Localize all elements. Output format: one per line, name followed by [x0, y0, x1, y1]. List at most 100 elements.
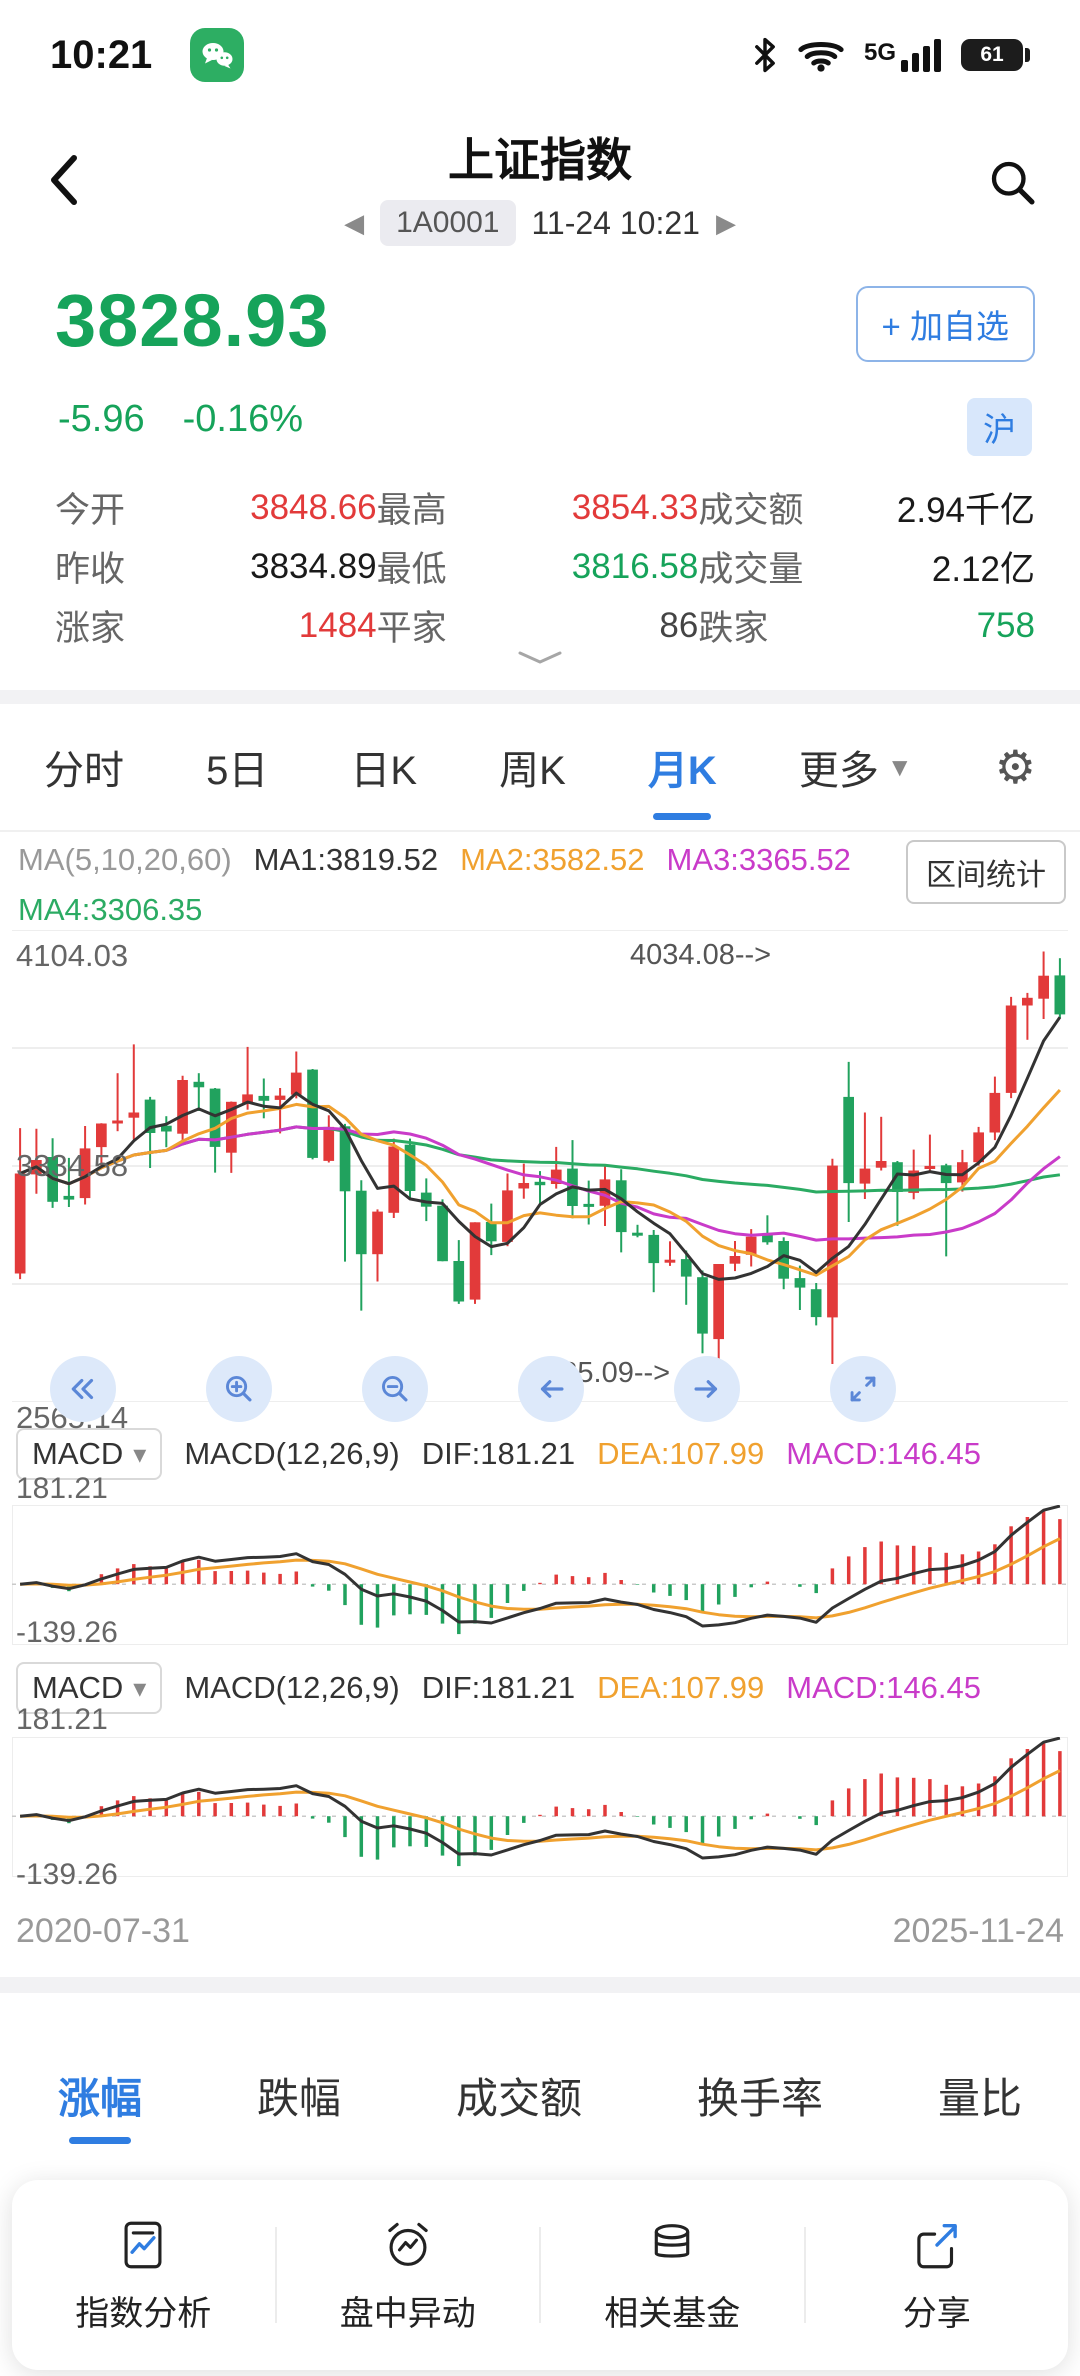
stat-value-prev-close: 3834.89 — [250, 546, 377, 586]
stat-label: 平家 — [376, 609, 447, 648]
period-tab-bar: 分时 5日 日K 周K 月K 更多 ▼ ⚙ — [0, 704, 1080, 832]
ma3-value: MA3:3365.52 — [666, 842, 851, 877]
signal-bars-icon — [901, 38, 941, 72]
macd-dea-value: DEA:107.99 — [597, 1436, 765, 1471]
search-button[interactable] — [986, 156, 1038, 213]
x-axis-range: 2020-07-31 2025-11-24 — [16, 1912, 1064, 1951]
macd-dea-value-2: DEA:107.99 — [597, 1670, 765, 1705]
pan-left-button[interactable] — [518, 1356, 584, 1422]
quote-datetime: 11-24 10:21 — [531, 204, 700, 241]
price-change-row: -5.96 -0.16% — [58, 398, 303, 441]
macd-header: MACD ▾ MACD(12,26,9) DIF:181.21 DEA:107.… — [0, 1426, 1080, 1482]
rank-tab-gainers[interactable]: 涨幅 — [58, 2040, 142, 2150]
stats-row: 昨收 3834.89 最低 3816.58 成交量 2.12亿 — [0, 537, 1080, 596]
battery-nub — [1025, 48, 1030, 62]
stat-value-unchanged: 86 — [659, 605, 699, 645]
ma-info-row2: MA4:3306.35 — [18, 892, 202, 928]
macd-formula-2: MACD(12,26,9) — [184, 1670, 400, 1705]
page-title: 上证指数 — [448, 134, 632, 186]
stat-label: 成交量 — [698, 550, 804, 589]
prev-stock-arrow[interactable]: ◀ — [344, 207, 365, 238]
chevron-down-icon: ▼ — [886, 751, 913, 782]
macd-formula: MACD(12,26,9) — [184, 1436, 400, 1471]
rank-tab-turnover[interactable]: 成交额 — [455, 2074, 582, 2122]
stock-code-badge: 1A0001 — [380, 200, 516, 246]
stat-label: 最低 — [376, 550, 447, 589]
fullscreen-button[interactable] — [830, 1356, 896, 1422]
share-button[interactable]: 分享 — [806, 2216, 1069, 2335]
tab-more[interactable]: 更多 ▼ — [798, 749, 913, 793]
ma4-value: MA4:3306.35 — [18, 892, 203, 927]
header-subrow: ◀ 1A0001 11-24 10:21 ▶ — [0, 200, 1080, 246]
divider — [539, 2227, 541, 2323]
divider — [274, 2227, 277, 2323]
candlestick-chart[interactable]: 4034.08-->2635.09--> — [12, 930, 1068, 1402]
section-divider — [0, 1977, 1080, 1993]
macd-bar-value: MACD:146.45 — [786, 1436, 981, 1471]
range-statistics-button[interactable]: 区间统计 — [906, 840, 1066, 904]
wifi-icon — [798, 41, 844, 72]
header: 上证指数 ◀ 1A0001 11-24 10:21 ▶ — [0, 110, 1080, 260]
arrow-right-icon — [694, 1380, 718, 1398]
tab-monthly-k[interactable]: 月K — [648, 704, 717, 830]
tab-daily-k[interactable]: 日K — [350, 749, 418, 793]
price-change-percent: -0.16% — [182, 398, 304, 440]
tab-weekly-k[interactable]: 周K — [499, 749, 566, 793]
zoom-out-icon — [382, 1376, 408, 1402]
stat-label: 成交额 — [698, 491, 804, 530]
zoom-in-button[interactable] — [206, 1356, 272, 1422]
stat-label: 最高 — [376, 491, 447, 530]
arrow-left-icon — [540, 1380, 564, 1398]
rank-tab-volume-ratio[interactable]: 量比 — [937, 2074, 1022, 2122]
header-center: 上证指数 ◀ 1A0001 11-24 10:21 ▶ — [0, 124, 1080, 246]
macd-chart — [12, 1505, 1068, 1645]
add-watchlist-button[interactable]: + 加自选 — [855, 286, 1035, 362]
rank-tab-losers[interactable]: 跌幅 — [256, 2074, 341, 2122]
clock: 10:21 — [50, 32, 153, 77]
stat-label: 涨家 — [55, 609, 126, 648]
macd-y-min-label: -139.26 — [16, 1616, 118, 1649]
indicator-selector[interactable]: MACD ▾ — [16, 1428, 163, 1480]
indicator-selector-2[interactable]: MACD ▾ — [16, 1662, 163, 1714]
stat-label: 跌家 — [698, 609, 769, 648]
jump-left-button[interactable] — [50, 1356, 116, 1422]
expand-icon — [850, 1376, 876, 1402]
ma-info-row: MA(5,10,20,60) MA1:3819.52 MA2:3582.52 M… — [18, 842, 851, 878]
macd-dif-value: DIF:181.21 — [421, 1436, 576, 1471]
chevron-down-icon — [518, 651, 562, 664]
y-axis-max-label: 4104.03 — [16, 938, 129, 973]
macd-bar-value-2: MACD:146.45 — [786, 1670, 981, 1705]
pan-right-button[interactable] — [674, 1356, 740, 1422]
active-rank-tab-underline — [69, 2137, 131, 2144]
index-analysis-button[interactable]: 指数分析 — [12, 2216, 275, 2335]
next-stock-arrow[interactable]: ▶ — [715, 207, 736, 238]
active-tab-underline — [653, 813, 712, 820]
tab-5day[interactable]: 5日 — [206, 749, 269, 793]
stats-row: 今开 3848.66 最高 3854.33 成交额 2.94千亿 — [0, 478, 1080, 537]
double-chevron-left-icon — [71, 1378, 94, 1400]
x-axis-end-date: 2025-11-24 — [892, 1912, 1064, 1950]
back-chevron-icon — [51, 155, 77, 205]
current-price: 3828.93 — [55, 279, 330, 362]
macd-dif-value-2: DIF:181.21 — [421, 1670, 576, 1705]
back-button[interactable] — [44, 150, 88, 210]
rank-tab-turnover-rate[interactable]: 换手率 — [696, 2074, 823, 2122]
x-axis-start-date: 2020-07-31 — [16, 1912, 190, 1950]
price-change: -5.96 — [58, 398, 145, 440]
chart-toolbar — [50, 1356, 1030, 1422]
signal-strength-icon: 5G — [864, 38, 941, 72]
intraday-alert-button[interactable]: 盘中异动 — [277, 2216, 540, 2335]
chart-settings-button[interactable]: ⚙ — [994, 741, 1036, 793]
ma2-value: MA2:3582.52 — [460, 842, 645, 877]
battery-percent: 61 — [980, 43, 1004, 66]
tab-minute[interactable]: 分时 — [44, 749, 124, 793]
stat-value-low: 3816.58 — [571, 546, 699, 586]
section-divider — [0, 690, 1080, 704]
status-bar: 10:21 5G — [0, 0, 1080, 110]
related-funds-button[interactable]: 相关基金 — [541, 2216, 804, 2335]
alarm-clock-icon — [388, 2222, 428, 2266]
zoom-in-icon — [226, 1376, 252, 1402]
collapse-stats-button[interactable] — [0, 650, 1080, 666]
zoom-out-button[interactable] — [362, 1356, 428, 1422]
